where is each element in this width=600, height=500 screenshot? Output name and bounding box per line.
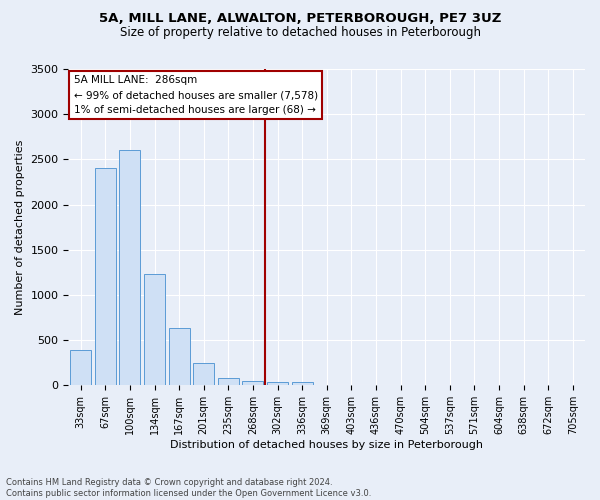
Bar: [292, 382, 313, 386]
Bar: [95, 168, 116, 386]
Bar: [218, 378, 239, 386]
Bar: [267, 382, 288, 386]
Text: 5A, MILL LANE, ALWALTON, PETERBOROUGH, PE7 3UZ: 5A, MILL LANE, ALWALTON, PETERBOROUGH, P…: [99, 12, 501, 26]
Y-axis label: Number of detached properties: Number of detached properties: [15, 140, 25, 315]
Bar: [242, 381, 263, 386]
Bar: [70, 350, 91, 386]
Bar: [119, 150, 140, 386]
Text: Contains HM Land Registry data © Crown copyright and database right 2024.
Contai: Contains HM Land Registry data © Crown c…: [6, 478, 371, 498]
X-axis label: Distribution of detached houses by size in Peterborough: Distribution of detached houses by size …: [170, 440, 483, 450]
Bar: [144, 274, 165, 386]
Text: Size of property relative to detached houses in Peterborough: Size of property relative to detached ho…: [119, 26, 481, 39]
Text: 5A MILL LANE:  286sqm
← 99% of detached houses are smaller (7,578)
1% of semi-de: 5A MILL LANE: 286sqm ← 99% of detached h…: [74, 76, 317, 115]
Bar: [193, 363, 214, 386]
Bar: [169, 328, 190, 386]
